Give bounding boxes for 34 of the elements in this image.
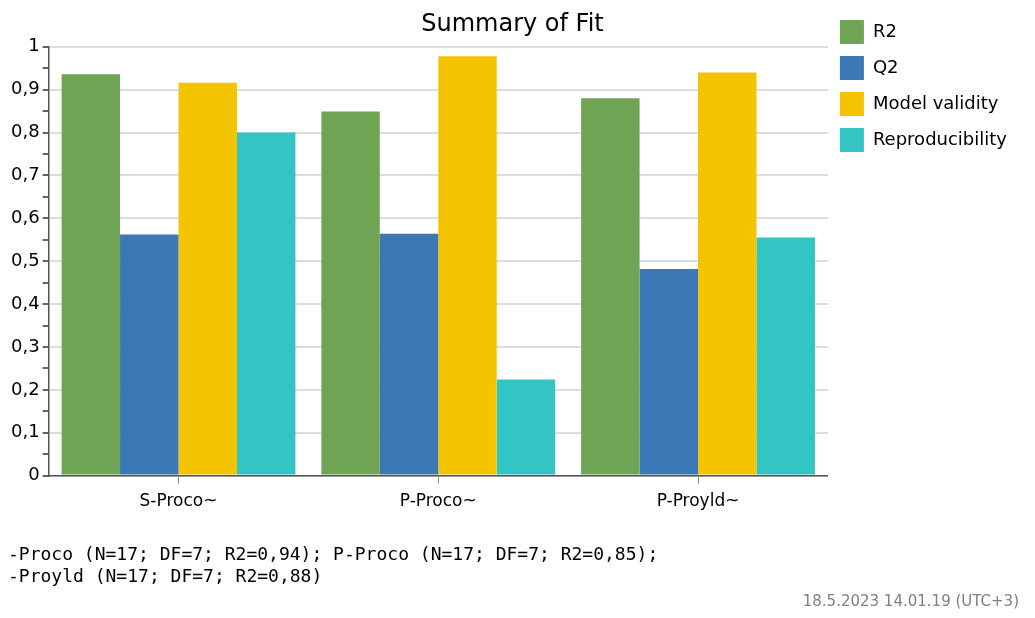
x-tick-label: S-Proco~ [139, 490, 218, 511]
y-tick-label: 0,6 [10, 205, 40, 227]
y-tick-label: 0,9 [10, 77, 40, 99]
chart-title: Summary of Fit [421, 8, 604, 37]
bar [698, 72, 757, 475]
x-tick-label: P-Proyld~ [656, 490, 740, 511]
bar [639, 268, 699, 475]
y-tick-label: 0,4 [10, 291, 40, 313]
x-tick-label: P-Proco~ [399, 490, 477, 511]
bar [581, 98, 640, 475]
bar [178, 82, 237, 475]
legend-label: Reproducibility [872, 127, 1008, 149]
y-tick-label: 0 [28, 463, 40, 485]
y-tick-label: 0,5 [10, 248, 40, 270]
legend-label: R2 [872, 19, 897, 41]
bar [496, 379, 556, 475]
y-tick-label: 0,2 [10, 377, 40, 399]
y-tick-label: 0,3 [10, 334, 40, 356]
text: -Proyld (N=17; DF=7; R2=0,88) [8, 565, 323, 586]
bar [236, 132, 296, 475]
text: 18.5.2023 14.01.19 (UTC+3) [802, 592, 1019, 610]
y-tick-label: 1 [28, 34, 40, 56]
bar [321, 111, 380, 475]
y-tick-label: 0,8 [10, 120, 40, 142]
bar [120, 234, 179, 475]
text: -Proco (N=17; DF=7; R2=0,94); P-Proco (N=17; DF=7; R2=0,85); [8, 543, 659, 564]
legend-label: Model validity [872, 91, 999, 113]
y-tick-label: 0,1 [10, 420, 40, 442]
bar [756, 237, 815, 475]
y-tick-label: 0,7 [10, 163, 40, 185]
bar [379, 233, 439, 475]
bar [438, 56, 497, 475]
legend-label: Q2 [872, 55, 899, 77]
bar [61, 74, 121, 475]
